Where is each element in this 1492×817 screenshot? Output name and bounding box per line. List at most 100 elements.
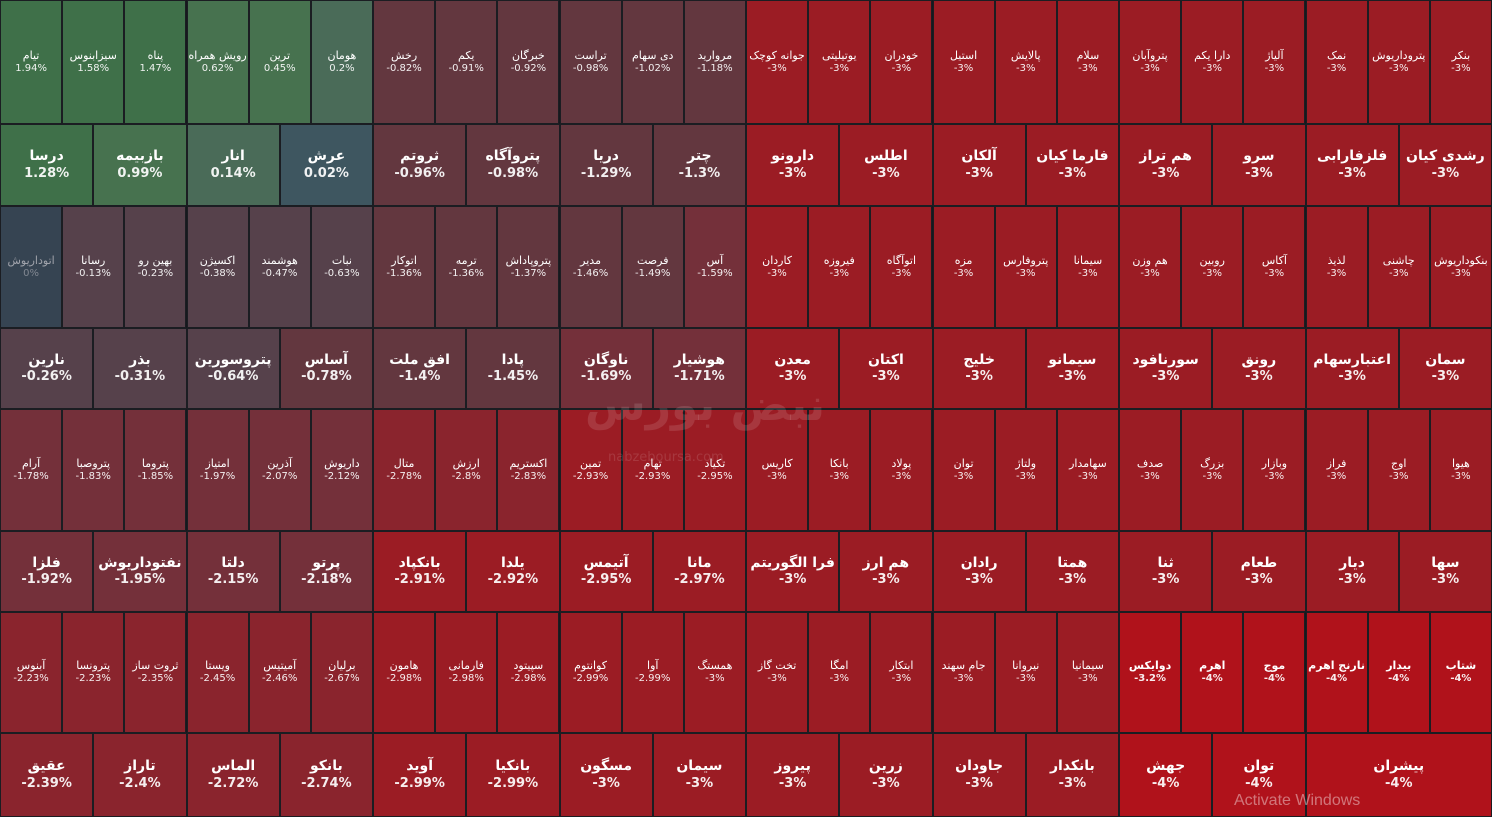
stock-tile[interactable]: سرو -3% <box>1212 124 1306 206</box>
stock-tile[interactable]: ناوگان -1.69% <box>559 328 653 409</box>
stock-tile[interactable]: مزه -3% <box>932 206 995 328</box>
stock-tile[interactable]: جام سهند -3% <box>932 612 995 733</box>
stock-tile[interactable]: نمک -3% <box>1305 0 1368 124</box>
stock-tile[interactable]: تاراز -2.4% <box>93 733 187 817</box>
stock-tile[interactable]: بیدار -4% <box>1367 612 1430 733</box>
stock-tile[interactable]: کاردان -3% <box>746 206 809 328</box>
stock-tile[interactable]: سیمان -3% <box>652 733 746 817</box>
stock-tile[interactable]: آوا -2.99% <box>621 612 684 733</box>
stock-tile[interactable]: هم ارز -3% <box>839 531 933 612</box>
stock-tile[interactable]: دوایکس -3.2% <box>1119 612 1182 733</box>
stock-tile[interactable]: نارین -0.26% <box>0 328 94 409</box>
stock-tile[interactable]: بازبیمه 0.99% <box>93 124 187 206</box>
stock-tile[interactable]: آرام -1.78% <box>0 409 63 531</box>
stock-tile[interactable]: رسانا -0.13% <box>62 206 125 328</box>
stock-tile[interactable]: موج -4% <box>1243 612 1306 733</box>
stock-tile[interactable]: سها -3% <box>1398 531 1492 612</box>
stock-tile[interactable]: سیمانیا -3% <box>1056 612 1119 733</box>
stock-tile[interactable]: هوشیار -1.71% <box>652 328 746 409</box>
stock-tile[interactable]: هامون -2.98% <box>373 612 436 733</box>
stock-tile[interactable]: سمان -3% <box>1398 328 1492 409</box>
stock-tile[interactable]: دلتا -2.15% <box>186 531 280 612</box>
stock-tile[interactable]: اکسیژن -0.38% <box>186 206 249 328</box>
stock-tile[interactable]: بانکا -3% <box>808 409 871 531</box>
stock-tile[interactable]: پیروز -3% <box>746 733 840 817</box>
stock-tile[interactable]: تیام 1.94% <box>0 0 63 124</box>
stock-tile[interactable]: انار 0.14% <box>186 124 280 206</box>
stock-tile[interactable]: تکیاد -2.95% <box>683 409 746 531</box>
stock-tile[interactable]: زرین -3% <box>839 733 933 817</box>
stock-tile[interactable]: نبات -0.63% <box>310 206 373 328</box>
stock-tile[interactable]: ثروت ساز -2.35% <box>124 612 187 733</box>
stock-tile[interactable]: دارا یکم -3% <box>1181 0 1244 124</box>
stock-tile[interactable]: عرش 0.02% <box>279 124 373 206</box>
stock-tile[interactable]: پتروسورین -0.64% <box>186 328 280 409</box>
stock-tile[interactable]: پادا -1.45% <box>466 328 560 409</box>
stock-tile[interactable]: آمیتیس -2.46% <box>248 612 311 733</box>
stock-tile[interactable]: فراز -3% <box>1305 409 1368 531</box>
stock-tile[interactable]: امگا -3% <box>808 612 871 733</box>
stock-tile[interactable]: اکتان -3% <box>839 328 933 409</box>
stock-tile[interactable]: مانا -2.97% <box>652 531 746 612</box>
stock-tile[interactable]: آساس -0.78% <box>279 328 373 409</box>
stock-tile[interactable]: فلزفارابی -3% <box>1305 124 1399 206</box>
stock-tile[interactable]: سیمانا -3% <box>1056 206 1119 328</box>
stock-tile[interactable]: رادان -3% <box>932 531 1026 612</box>
stock-tile[interactable]: دی سهام -1.02% <box>621 0 684 124</box>
stock-tile[interactable]: پیشران -4% <box>1305 733 1492 817</box>
stock-tile[interactable]: نیروانا -3% <box>994 612 1057 733</box>
stock-tile[interactable]: آوید -2.99% <box>373 733 467 817</box>
stock-tile[interactable]: تراست -0.98% <box>559 0 622 124</box>
stock-tile[interactable]: سهامدار -3% <box>1056 409 1119 531</box>
stock-tile[interactable]: تمین -2.93% <box>559 409 622 531</box>
stock-tile[interactable]: پتروآبان -3% <box>1119 0 1182 124</box>
stock-tile[interactable]: وبازار -3% <box>1243 409 1306 531</box>
stock-tile[interactable]: آذرین -2.07% <box>248 409 311 531</box>
stock-tile[interactable]: پتروآگاه -0.98% <box>466 124 560 206</box>
stock-tile[interactable]: بانکدار -3% <box>1025 733 1119 817</box>
stock-tile[interactable]: مدیر -1.46% <box>559 206 622 328</box>
stock-tile[interactable]: بنکوداریوش -3% <box>1429 206 1492 328</box>
stock-tile[interactable]: بانکپاد -2.91% <box>373 531 467 612</box>
stock-tile[interactable]: اهرم -4% <box>1181 612 1244 733</box>
stock-tile[interactable]: الماس -2.72% <box>186 733 280 817</box>
stock-tile[interactable]: فیروزه -3% <box>808 206 871 328</box>
stock-tile[interactable]: فارما کیان -3% <box>1025 124 1119 206</box>
stock-tile[interactable]: یلدا -2.92% <box>466 531 560 612</box>
stock-tile[interactable]: پتروصبا -1.83% <box>62 409 125 531</box>
stock-tile[interactable]: نارنج اهرم -4% <box>1305 612 1368 733</box>
stock-tile[interactable]: هم وزن -3% <box>1119 206 1182 328</box>
stock-tile[interactable]: لذیذ -3% <box>1305 206 1368 328</box>
stock-tile[interactable]: معدن -3% <box>746 328 840 409</box>
stock-tile[interactable]: خودران -3% <box>870 0 933 124</box>
stock-tile[interactable]: هم تراز -3% <box>1119 124 1213 206</box>
stock-tile[interactable]: پترونسا -2.23% <box>62 612 125 733</box>
stock-tile[interactable]: درسا 1.28% <box>0 124 94 206</box>
stock-tile[interactable]: روبین -3% <box>1181 206 1244 328</box>
stock-tile[interactable]: ترین 0.45% <box>248 0 311 124</box>
stock-tile[interactable]: ولتاژ -3% <box>994 409 1057 531</box>
stock-tile[interactable]: نفتوداریوش -1.95% <box>93 531 187 612</box>
stock-tile[interactable]: بهین رو -0.23% <box>124 206 187 328</box>
stock-tile[interactable]: فارمانی -2.98% <box>435 612 498 733</box>
stock-tile[interactable]: پرتو -2.18% <box>279 531 373 612</box>
stock-tile[interactable]: توان -4% <box>1212 733 1306 817</box>
stock-tile[interactable]: ثنا -3% <box>1119 531 1213 612</box>
stock-tile[interactable]: متال -2.78% <box>373 409 436 531</box>
stock-tile[interactable]: اکستریم -2.83% <box>497 409 560 531</box>
stock-tile[interactable]: آکاس -3% <box>1243 206 1306 328</box>
stock-tile[interactable]: چتر -1.3% <box>652 124 746 206</box>
stock-tile[interactable]: مرواريد -1.18% <box>683 0 746 124</box>
stock-tile[interactable]: جهش -4% <box>1119 733 1213 817</box>
stock-tile[interactable]: چاشنی -3% <box>1367 206 1430 328</box>
stock-tile[interactable]: پناه 1.47% <box>124 0 187 124</box>
stock-tile[interactable]: توان -3% <box>932 409 995 531</box>
stock-tile[interactable]: اطلس -3% <box>839 124 933 206</box>
stock-tile[interactable]: ارزش -2.8% <box>435 409 498 531</box>
stock-tile[interactable]: عقیق -2.39% <box>0 733 94 817</box>
stock-tile[interactable]: رخش -0.82% <box>373 0 436 124</box>
stock-tile[interactable]: بانکیا -2.99% <box>466 733 560 817</box>
stock-tile[interactable]: ثروتم -0.96% <box>373 124 467 206</box>
stock-tile[interactable]: سیزابنوس 1.58% <box>62 0 125 124</box>
stock-tile[interactable]: آس -1.59% <box>683 206 746 328</box>
